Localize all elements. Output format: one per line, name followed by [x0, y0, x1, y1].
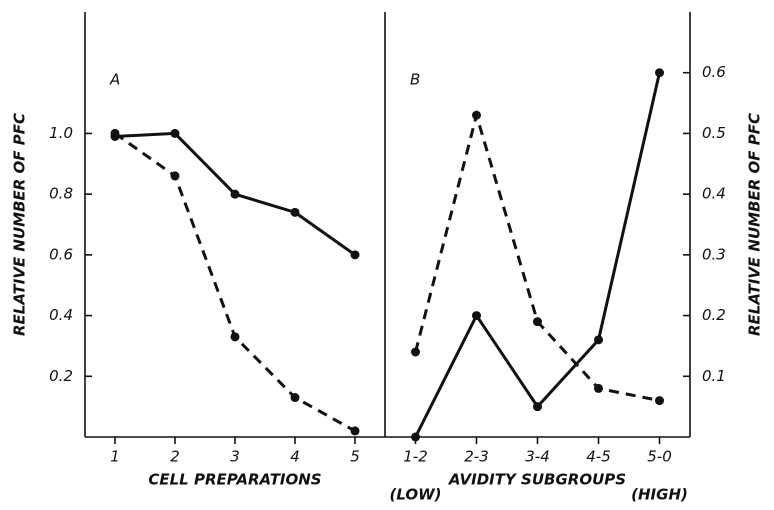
data-point — [411, 347, 420, 357]
data-point — [594, 335, 603, 345]
data-line — [414, 72, 661, 438]
data-point — [350, 250, 360, 260]
data-line — [114, 132, 356, 433]
data-point — [350, 426, 360, 436]
x-axis-title: AVIDITY SUBGROUPS — [448, 471, 626, 489]
x-axis-title: CELL PREPARATIONS — [148, 471, 321, 489]
y-tick-label: 0.8 — [49, 185, 73, 203]
y-axis-title: RELATIVE NUMBER OF PFC — [11, 113, 29, 336]
x-tick-label: 2 — [170, 448, 180, 466]
data-point — [110, 128, 120, 138]
y-tick-label: 0.6 — [702, 63, 726, 81]
y-tick-label: 0.6 — [49, 245, 73, 263]
data-point — [533, 317, 542, 327]
x-tick-label: 1 — [110, 448, 120, 466]
x-tick-label: 4-5 — [586, 448, 611, 466]
data-point — [230, 189, 240, 199]
x-tick-label: 5-0 — [647, 448, 672, 466]
x-tick-label: 3-4 — [525, 448, 550, 466]
data-point — [472, 311, 481, 321]
y-tick-label: 0.4 — [702, 185, 726, 203]
data-point — [290, 393, 300, 403]
data-point — [472, 110, 481, 120]
y-tick-label: 0.2 — [702, 306, 726, 324]
data-point — [655, 68, 664, 78]
y-tick-label: 0.4 — [49, 306, 73, 324]
annotation: (HIGH) — [631, 486, 688, 504]
y-tick-label: 0.3 — [702, 245, 726, 263]
x-tick-label: 1-2 — [403, 448, 428, 466]
x-tick-label: 3 — [230, 448, 240, 466]
y-tick-label: 0.5 — [702, 124, 726, 142]
data-point — [170, 171, 180, 181]
data-point — [230, 332, 240, 342]
panel-label: A — [109, 71, 120, 89]
data-point — [655, 396, 664, 406]
x-tick-label: 2-3 — [464, 448, 489, 466]
data-point — [411, 432, 420, 442]
panel-label: B — [410, 71, 420, 89]
y-tick-label: 1.0 — [49, 124, 73, 142]
data-point — [170, 128, 180, 138]
y-tick-label: 0.1 — [702, 367, 726, 385]
data-point — [594, 383, 603, 393]
y-tick-label: 0.2 — [49, 367, 73, 385]
data-point — [290, 207, 300, 217]
data-point — [533, 402, 542, 412]
data-line — [414, 109, 660, 403]
x-tick-label: 5 — [350, 448, 360, 466]
annotation: (LOW) — [389, 486, 441, 504]
y-axis-title: RELATIVE NUMBER OF PFC — [746, 113, 764, 336]
x-tick-label: 4 — [290, 448, 300, 466]
